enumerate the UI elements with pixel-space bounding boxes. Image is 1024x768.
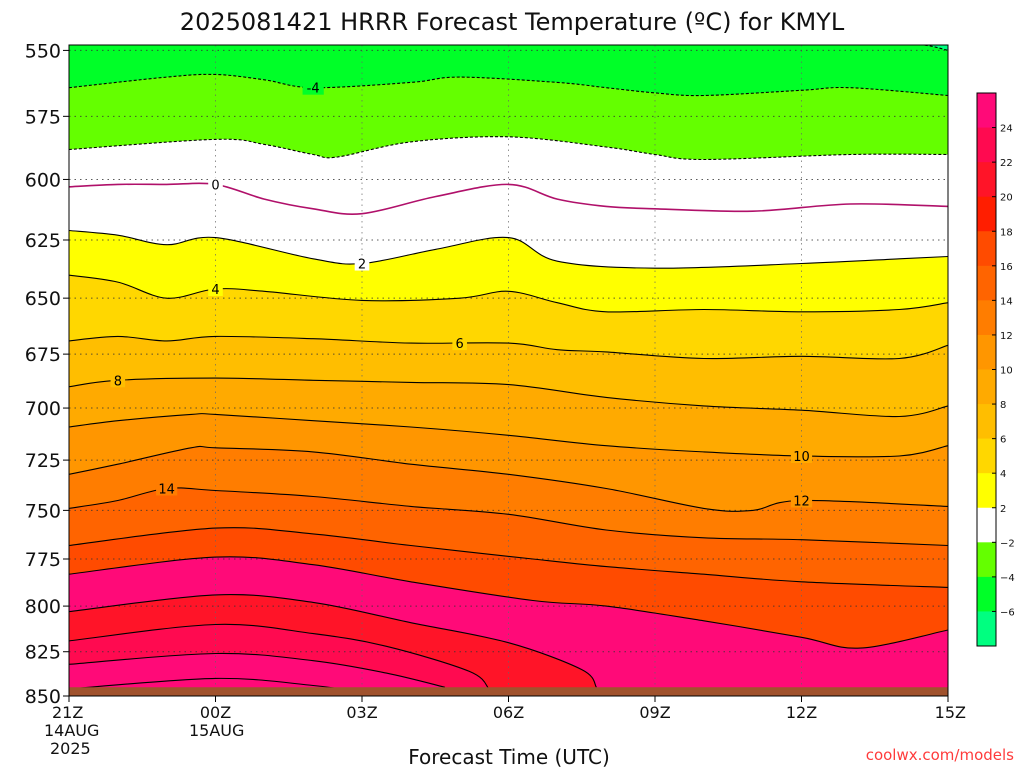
colorbar-tick-label-6: 6 [1000,435,1006,446]
contour-label-bg-0 [208,177,223,192]
contour-18 [69,556,948,649]
contour-label-12: 12 [793,494,810,509]
y-tick-label-625: 625 [25,230,61,252]
y-tick-label-775: 775 [25,549,61,571]
colorbar-band-22 [977,127,996,163]
colorbar-band-20 [977,162,996,198]
contour-12 [69,445,948,512]
contour-20 [69,594,597,688]
colorbar-band-10 [977,334,996,370]
y-tick-label-850: 850 [25,686,61,708]
chart-title: 2025081421 HRRR Forecast Temperature (ºC… [180,8,845,36]
colorbar: 24 22 20 18 16 14 12 10 8 6 4 2 −2 −4 −6 [976,92,1015,647]
colorbar-tick-label--4: −4 [1000,573,1015,584]
contour-label--4: -4 [307,82,320,97]
contour-6 [69,335,948,360]
colorbar-band-16 [977,231,996,267]
x-tick-label-0-2: 2025 [50,739,91,758]
colorbar-tick-label--2: −2 [1000,538,1015,549]
colorbar-tick-label-18: 18 [1000,227,1013,238]
colorbar-tick-label-4: 4 [1000,469,1006,480]
contour-4 [69,274,948,313]
colorbar-band--8 [977,611,996,647]
ground [69,687,948,696]
colorbar-tick-label-24: 24 [1000,124,1013,135]
contour-label-bg-4 [208,281,223,296]
axes: 5505756006256506757007257507758008258502… [25,40,966,758]
x-tick-label-0-0: 21Z [52,703,83,722]
contour-16 [69,527,948,588]
contour--2 [69,136,948,161]
colorbar-tick-label-20: 20 [1000,193,1013,204]
colorbar-tick-label-22: 22 [1000,158,1013,169]
colorbar-tick-label-14: 14 [1000,296,1013,307]
x-tick-label-9-0: 06Z [493,703,524,722]
y-tick-label-575: 575 [25,106,61,128]
y-tick-label-650: 650 [25,288,61,310]
contour-label-4: 4 [211,283,219,298]
contour--4 [69,73,948,97]
colorbar-band-6 [977,404,996,440]
contour-label-bg-8 [110,373,126,388]
contour-24 [69,652,446,688]
contour-lines: 14 12 10 8 6 4 2 0 -4 [69,45,948,694]
x-tick-label-3-0: 00Z [200,703,231,722]
y-tick-label-800: 800 [25,596,61,618]
colorbar-tick-label-10: 10 [1000,366,1013,377]
colorbar-tick-label--6: −6 [1000,607,1015,618]
x-tick-label-3-1: 15AUG [189,721,244,740]
contour-label-bg--4 [302,80,324,95]
x-tick-label-0-1: 14AUG [44,721,99,740]
y-tick-label-700: 700 [25,398,61,420]
colorbar-tick-label-8: 8 [1000,400,1006,411]
y-tick-label-750: 750 [25,500,61,522]
x-tick-label-15-0: 12Z [786,703,817,722]
contour-label-10: 10 [793,450,810,465]
contour-0 [69,182,948,215]
colorbar-tick-label-12: 12 [1000,331,1013,342]
colorbar-band-12 [977,300,996,336]
colorbar-band--2 [977,507,996,543]
colorbar-band-18 [977,196,996,232]
y-tick-label-825: 825 [25,642,61,664]
colorbar-band-2 [977,473,996,509]
colorbar-band-24 [977,93,996,129]
plot-area: 14 12 10 8 6 4 2 0 -4 [69,45,948,696]
contour-label-bg-12 [790,493,813,508]
contour-label-6: 6 [456,337,464,352]
colorbar-band-14 [977,265,996,301]
x-tick-label-12-0: 09Z [639,703,670,722]
colorbar-tick-label-2: 2 [1000,504,1006,515]
band-below--6 [923,45,948,51]
x-tick-label-18-0: 15Z [935,703,966,722]
contour-label-0: 0 [211,178,219,193]
contour-label-2: 2 [358,258,366,273]
colorbar-band--4 [977,542,996,578]
colorbar-band--6 [977,576,996,612]
colorbar-band-4 [977,438,996,474]
contour-label-bg-6 [452,336,467,351]
x-axis-label: Forecast Time (UTC) [408,745,610,768]
contour-label-bg-14 [156,481,178,496]
y-tick-label-600: 600 [25,169,61,191]
band-below--4 [69,45,948,96]
y-tick-label-675: 675 [25,344,61,366]
contour-2 [69,229,948,269]
watermark: coolwx.com/models [866,746,1014,764]
contour-label-8: 8 [114,374,122,389]
colorbar-tick-label-16: 16 [1000,262,1013,273]
y-tick-label-725: 725 [25,450,61,472]
contour-22 [69,623,490,690]
contour-8 [69,377,948,418]
contour-label-bg-2 [354,256,370,271]
contour-label-bg-10 [790,449,813,464]
temperature-fill [69,45,948,696]
y-tick-label-550: 550 [25,40,61,62]
colorbar-band-8 [977,369,996,405]
contour-label-14: 14 [158,482,175,497]
x-tick-label-6-0: 03Z [346,703,377,722]
